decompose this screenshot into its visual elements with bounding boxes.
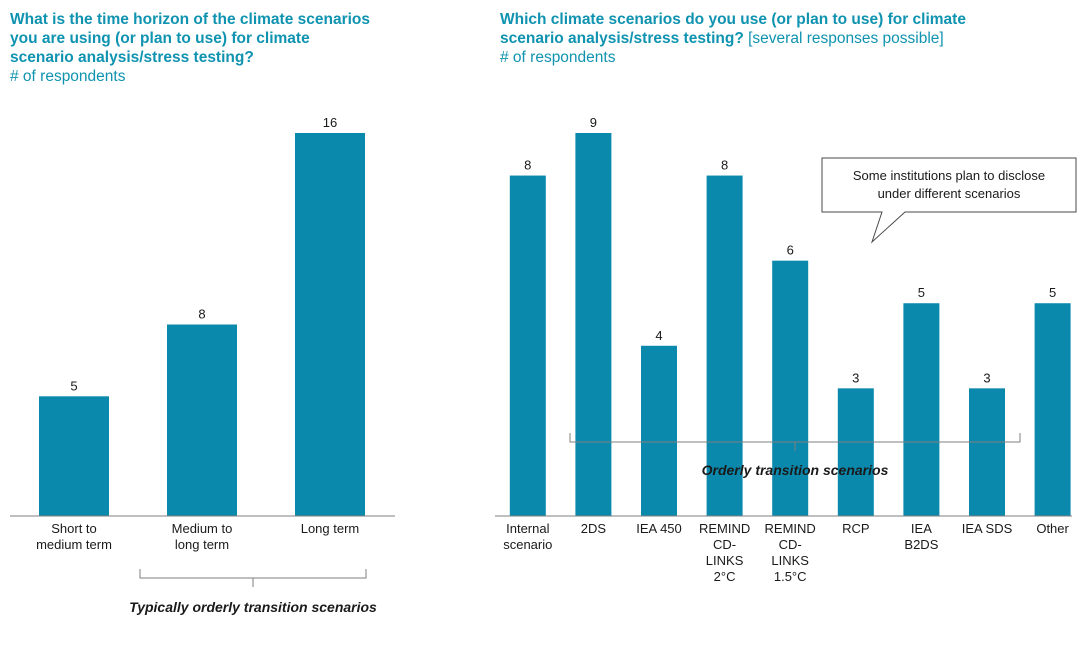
right-category-label-7-line-2: B2DS: [904, 537, 938, 552]
right-category-label-1-line-2: scenario: [503, 537, 552, 552]
right-category-label-7-line-1: IEA: [911, 521, 932, 536]
right-value-label-9: 5: [1049, 285, 1056, 300]
left-category-label-2-line-1: Medium to: [172, 521, 233, 536]
right-title-line-2: scenario analysis/stress testing?: [500, 30, 744, 47]
right-value-label-6: 3: [852, 370, 859, 385]
right-title-note: [several responses possible]: [748, 30, 944, 47]
right-category-label-1-line-1: Internal: [506, 521, 549, 536]
right-title-line-1: Which climate scenarios do you use (or p…: [500, 11, 966, 28]
right-value-label-7: 5: [918, 285, 925, 300]
left-category-label-2-line-2: long term: [175, 537, 229, 552]
right-bar-8: [969, 388, 1005, 516]
left-category-label-1-line-1: Short to: [51, 521, 97, 536]
left-title-line-3: scenario analysis/stress testing?: [10, 49, 254, 66]
right-category-label-3: IEA 450: [636, 521, 682, 536]
right-bar-5: [772, 260, 809, 516]
right-value-label-4: 8: [721, 158, 728, 173]
right-category-label-5-line-1: REMIND: [765, 521, 816, 536]
right-bar-4: [706, 175, 743, 517]
right-bar-2: [575, 133, 612, 516]
right-bar-9: [1034, 303, 1071, 516]
right-category-label-4-line-4: 2°C: [714, 569, 736, 584]
right-bar-7: [903, 303, 940, 516]
left-category-label-1-line-2: medium term: [36, 537, 112, 552]
right-value-label-5: 6: [787, 243, 794, 258]
right-value-label-3: 4: [655, 328, 662, 343]
callout-box: [821, 157, 1077, 244]
right-category-label-6: RCP: [842, 521, 869, 536]
left-bar-2: [167, 324, 237, 516]
left-group-label: Typically orderly transition scenarios: [129, 599, 377, 615]
left-category-label-3: Long term: [301, 521, 360, 536]
right-group-bracket: [569, 433, 1021, 451]
left-bar-1: [39, 396, 109, 516]
right-category-label-5-line-2: CD-: [779, 537, 802, 552]
right-bar-3: [641, 345, 677, 516]
right-category-label-4-line-1: REMIND: [699, 521, 750, 536]
right-bar-6: [837, 388, 874, 516]
right-category-label-8: IEA SDS: [962, 521, 1013, 536]
callout-text-line-2: under different scenarios: [878, 186, 1021, 201]
right-chart-title: Which climate scenarios do you use (or p…: [500, 10, 1070, 67]
left-chart-subtitle: # of respondents: [10, 68, 126, 85]
right-value-label-2: 9: [590, 115, 597, 130]
right-category-label-4-line-2: CD-: [713, 537, 736, 552]
right-chart-subtitle: # of respondents: [500, 49, 616, 66]
left-title-line-2: you are using (or plan to use) for clima…: [10, 30, 310, 47]
left-value-label-3: 16: [323, 115, 337, 130]
callout-text-line-1: Some institutions plan to disclose: [853, 168, 1045, 183]
right-category-label-9: Other: [1036, 521, 1069, 536]
left-bar-3: [295, 133, 365, 516]
right-category-label-5-line-4: 1.5°C: [774, 569, 807, 584]
left-value-label-1: 5: [70, 378, 77, 393]
right-group-label: Orderly transition scenarios: [702, 462, 889, 478]
left-title-line-1: What is the time horizon of the climate …: [10, 11, 371, 28]
right-category-label-5-line-3: LINKS: [771, 553, 809, 568]
left-group-bracket: [139, 569, 367, 587]
right-value-label-1: 8: [524, 158, 531, 173]
right-value-label-8: 3: [983, 370, 990, 385]
right-category-label-2: 2DS: [581, 521, 607, 536]
right-category-label-4-line-3: LINKS: [706, 553, 744, 568]
right-bar-1: [509, 175, 546, 517]
left-chart-title: What is the time horizon of the climate …: [10, 10, 480, 86]
left-value-label-2: 8: [198, 307, 205, 322]
